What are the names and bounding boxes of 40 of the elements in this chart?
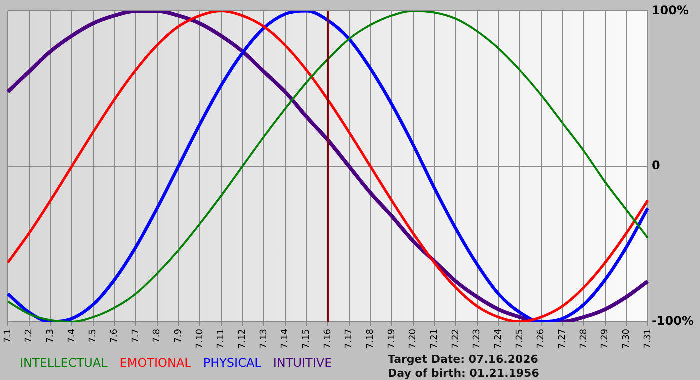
x-tick-label: 7.6 (110, 328, 120, 344)
x-tick-label: 7.23 (472, 328, 483, 350)
text: INTUITIVE (273, 356, 332, 370)
x-tick-label: 7.14 (280, 328, 291, 350)
x-tick-label: 7.9 (174, 328, 184, 344)
x-tick-label: 7.17 (344, 328, 355, 350)
text: PHYSICAL (203, 356, 262, 370)
text: INTELLECTUAL (20, 356, 108, 370)
x-tick-label: 7.5 (88, 328, 99, 344)
x-tick-label: 7.16 (323, 328, 334, 350)
x-tick-label: 7.13 (259, 328, 270, 350)
x-tick-label: 7.30 (622, 328, 632, 350)
x-tick-label: 7.8 (152, 328, 163, 344)
text: Day of birth: 01.21.1956 (388, 366, 540, 380)
x-tick-label: 7.4 (67, 328, 78, 344)
x-tick-label: 7.29 (600, 328, 611, 350)
x-tick-label: 7.7 (131, 328, 142, 344)
x-tick-label: 7.19 (387, 328, 398, 350)
y-tick-label: 100% (652, 3, 690, 18)
x-tick-label: 7.26 (536, 328, 547, 350)
x-tick-label: 7.31 (643, 328, 654, 350)
x-tick-label: 7.18 (366, 328, 376, 350)
x-tick-label: 7.20 (408, 328, 419, 350)
x-tick-label: 7.22 (451, 328, 462, 350)
y-tick-label: 0 (652, 158, 660, 173)
text: EMOTIONAL (120, 356, 192, 370)
x-tick-label: 7.21 (430, 328, 440, 350)
x-tick-label: 7.27 (558, 328, 568, 350)
text: Target Date: 07.16.2026 (388, 352, 539, 366)
x-tick-label: 7.12 (238, 328, 248, 350)
x-tick-label: 7.15 (302, 328, 312, 350)
y-tick-label: -100% (652, 314, 694, 328)
x-tick-label: 7.28 (579, 328, 590, 350)
x-tick-label: 7.2 (24, 328, 35, 344)
x-tick-label: 7.11 (216, 328, 227, 350)
x-tick-label: 7.10 (195, 328, 206, 350)
x-tick-label: 7.1 (3, 328, 14, 344)
x-tick-label: 7.3 (46, 328, 56, 344)
x-tick-label: 7.24 (494, 328, 504, 350)
x-tick-label: 7.25 (515, 328, 526, 350)
